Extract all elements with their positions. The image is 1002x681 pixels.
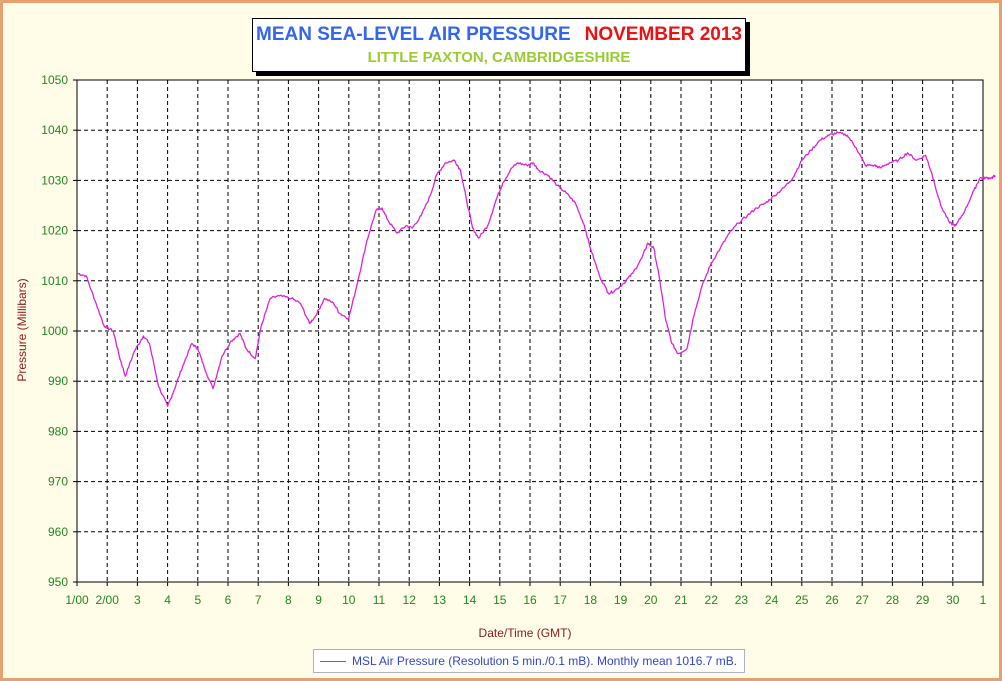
x-tick-label: 13 <box>433 593 447 607</box>
x-tick-label: 30 <box>946 593 960 607</box>
x-tick-label: 21 <box>674 593 688 607</box>
x-tick-label: 23 <box>735 593 749 607</box>
y-tick-label: 1000 <box>41 324 68 338</box>
x-tick-label: 25 <box>795 593 809 607</box>
x-tick-label: 5 <box>194 593 201 607</box>
legend-label: MSL Air Pressure (Resolution 5 min./0.1 … <box>352 654 738 668</box>
x-tick-label: 16 <box>523 593 537 607</box>
y-tick-label: 1010 <box>41 274 68 288</box>
y-tick-label: 1030 <box>41 173 68 187</box>
y-axis-label: Pressure (Millibars) <box>15 278 29 382</box>
x-tick-label: 8 <box>285 593 292 607</box>
x-tick-label: 22 <box>705 593 719 607</box>
x-tick-label: 11 <box>373 593 386 607</box>
y-tick-label: 980 <box>48 424 68 438</box>
y-tick-label: 1050 <box>41 73 68 87</box>
x-tick-label: 29 <box>916 593 930 607</box>
x-tick-label: 14 <box>463 593 477 607</box>
y-tick-label: 950 <box>48 575 68 589</box>
title-main: MEAN SEA-LEVEL AIR PRESSURE <box>256 24 571 45</box>
x-tick-label: 9 <box>315 593 322 607</box>
series-line-msl-pressure <box>76 131 996 407</box>
x-axis-label: Date/Time (GMT) <box>478 626 572 640</box>
chart-title-box: MEAN SEA-LEVEL AIR PRESSURE NOVEMBER 2013… <box>252 18 746 72</box>
x-tick-label: 17 <box>554 593 568 607</box>
chart-title: MEAN SEA-LEVEL AIR PRESSURE NOVEMBER 2013 <box>253 24 745 46</box>
y-tick-label: 1040 <box>41 123 68 137</box>
x-tick-label: 1/00 <box>65 593 89 607</box>
x-tick-label: 1 <box>980 593 987 607</box>
chart-legend: MSL Air Pressure (Resolution 5 min./0.1 … <box>313 649 745 673</box>
plot-border <box>76 79 984 583</box>
x-tick-label: 10 <box>342 593 356 607</box>
y-tick-label: 960 <box>48 525 68 539</box>
x-tick-label: 26 <box>825 593 839 607</box>
x-tick-label: 4 <box>164 593 171 607</box>
x-tick-label: 3 <box>134 593 141 607</box>
x-tick-label: 7 <box>255 593 262 607</box>
x-tick-label: 19 <box>614 593 628 607</box>
chart-subtitle: LITTLE PAXTON, CAMBRIDGESHIRE <box>367 49 631 66</box>
x-tick-label: 27 <box>856 593 870 607</box>
x-tick-label: 6 <box>225 593 232 607</box>
x-tick-label: 15 <box>493 593 507 607</box>
x-tick-label: 18 <box>584 593 598 607</box>
y-tick-label: 990 <box>48 374 68 388</box>
x-tick-label: 12 <box>403 593 417 607</box>
legend-swatch <box>320 660 346 662</box>
x-tick-label: 2/00 <box>96 593 120 607</box>
title-month: NOVEMBER 2013 <box>584 24 742 45</box>
y-tick-label: 970 <box>48 475 68 489</box>
y-tick-label: 1020 <box>41 224 68 238</box>
x-tick-label: 24 <box>765 593 779 607</box>
x-tick-label: 28 <box>886 593 900 607</box>
x-tick-label: 20 <box>644 593 658 607</box>
